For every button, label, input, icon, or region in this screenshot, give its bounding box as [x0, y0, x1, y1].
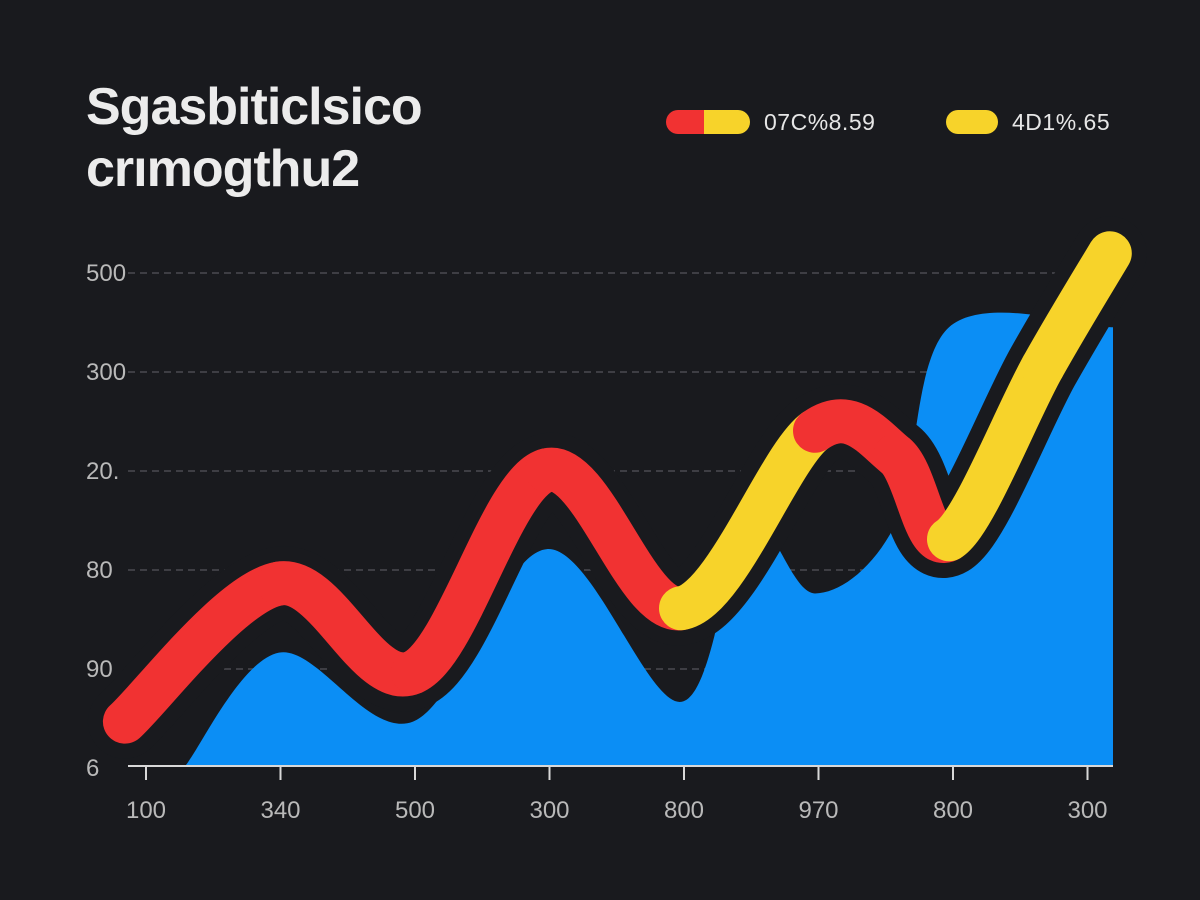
x-tick-label: 970 — [798, 797, 838, 824]
y-tick-label: 80 — [86, 557, 113, 584]
y-tick-label: 300 — [86, 359, 126, 386]
y-tick-label: 500 — [86, 260, 126, 287]
ribbon-segment-9 — [1020, 231, 1132, 389]
legend-label-1: 07C%8.59 — [764, 108, 876, 135]
x-tick-label: 800 — [664, 797, 704, 824]
chart-title: Sgasbiticlsico crımogthu2 — [86, 76, 423, 200]
y-tick-label: 90 — [86, 656, 113, 683]
area-series — [185, 312, 1113, 766]
x-tick-label: 100 — [126, 797, 166, 824]
axis-layer: 500 300 20. 80 90 6 100 340 500 300 800 970 800 300 — [86, 260, 1113, 824]
y-tick-label: 6 — [86, 755, 99, 782]
legend-item-1: 07C%8.59 — [666, 108, 875, 136]
x-tick-label: 300 — [529, 797, 569, 824]
legend-label-2: 4D1%.65 — [1012, 108, 1111, 135]
ribbon-layer — [87, 216, 1147, 759]
y-tick-label: 20. — [86, 458, 119, 485]
x-tick-label: 340 — [260, 797, 300, 824]
area-layer — [185, 312, 1113, 766]
x-tick-label: 500 — [395, 797, 435, 824]
legend-swatch-1 — [666, 110, 750, 134]
legend-swatch-2 — [946, 110, 998, 134]
chart-title-line-1: Sgasbiticlsico — [86, 78, 423, 136]
chart-title-line-2: crımogthu2 — [86, 140, 360, 198]
legend-item-2: 4D1%.65 — [946, 108, 1110, 136]
ribbon-segment-8 — [927, 344, 1065, 562]
x-tick-label: 300 — [1067, 797, 1107, 824]
x-tick-label: 800 — [933, 797, 973, 824]
